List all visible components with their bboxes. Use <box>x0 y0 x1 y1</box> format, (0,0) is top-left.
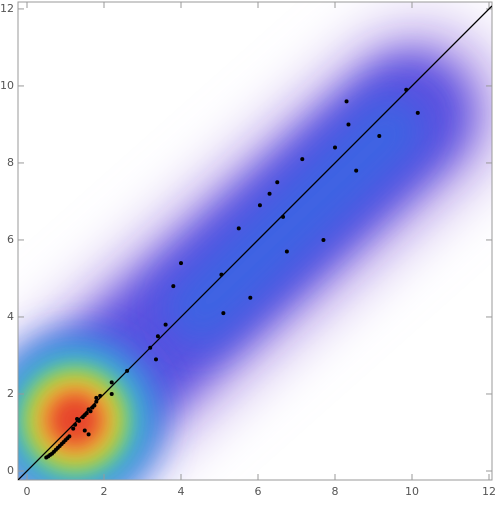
point <box>171 284 176 289</box>
point <box>155 334 160 339</box>
density-peak-red <box>47 392 103 448</box>
point <box>284 249 289 254</box>
marks <box>18 5 492 480</box>
point <box>248 295 253 300</box>
y-tick-label: 12 <box>0 2 14 15</box>
point <box>125 368 130 373</box>
point <box>354 168 359 173</box>
x-tick-label: 10 <box>405 485 419 498</box>
y-tick-label: 0 <box>7 464 14 477</box>
frame <box>17 1 493 481</box>
point <box>98 393 103 398</box>
point <box>179 261 184 266</box>
point <box>71 426 76 431</box>
point <box>109 380 114 385</box>
x-tick-label: 12 <box>482 485 496 498</box>
point <box>92 403 97 408</box>
point <box>94 395 99 400</box>
x-tick-label: 8 <box>332 485 339 498</box>
point <box>73 422 78 427</box>
x-tick-label: 4 <box>178 485 185 498</box>
point <box>109 391 114 396</box>
point <box>148 345 153 350</box>
point <box>84 411 89 416</box>
point <box>344 99 349 104</box>
point <box>404 87 409 92</box>
point <box>415 110 420 115</box>
point <box>346 122 351 127</box>
point <box>377 133 382 138</box>
y-tick-label: 4 <box>7 310 14 323</box>
point <box>94 399 99 404</box>
point <box>76 418 81 423</box>
x-tick-label: 0 <box>24 485 31 498</box>
point <box>275 180 280 185</box>
y-tick-label: 2 <box>7 387 14 400</box>
point <box>221 311 226 316</box>
point <box>257 203 262 208</box>
point <box>67 434 72 439</box>
point <box>267 191 272 196</box>
density-core <box>165 95 425 345</box>
point <box>281 214 286 219</box>
point <box>163 322 168 327</box>
point <box>86 432 91 437</box>
y-tick-label: 10 <box>0 79 14 92</box>
point <box>236 226 241 231</box>
point <box>333 145 338 150</box>
y-tick-label: 8 <box>7 156 14 169</box>
point <box>153 357 158 362</box>
point <box>88 409 93 414</box>
x-tick-label: 2 <box>101 485 108 498</box>
point <box>300 157 305 162</box>
point <box>82 428 87 433</box>
x-tick-label: 6 <box>255 485 262 498</box>
point <box>321 237 326 242</box>
y-tick-label: 6 <box>7 233 14 246</box>
point <box>219 272 224 277</box>
ticks: 0 2 4 6 8 10 12 0 2 4 6 8 10 12 <box>0 2 496 498</box>
